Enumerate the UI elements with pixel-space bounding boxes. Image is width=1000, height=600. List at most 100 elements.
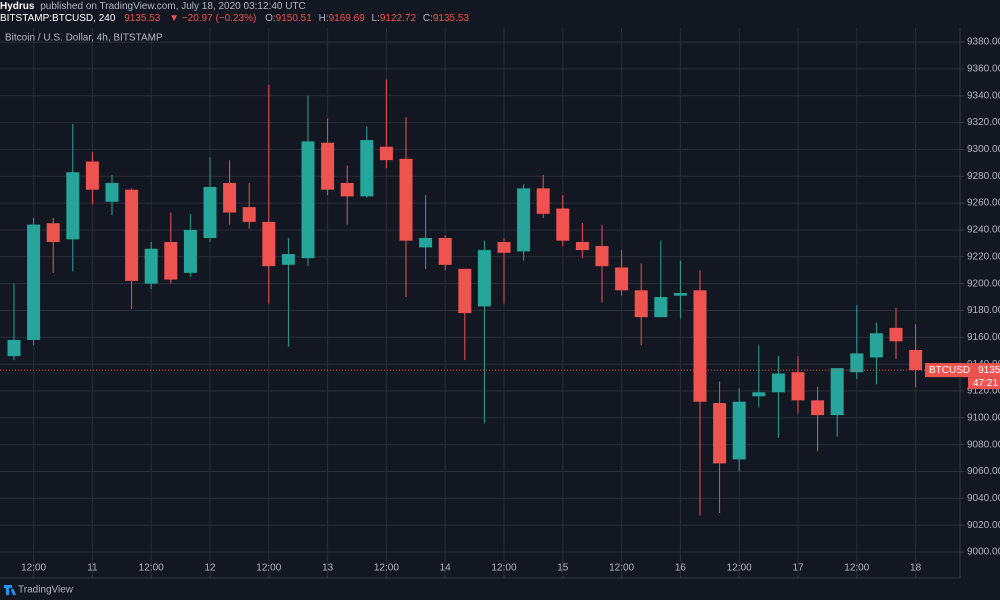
candle-body <box>654 297 668 318</box>
x-tick-label: 14 <box>440 563 452 574</box>
candle-body <box>517 188 531 252</box>
candle-body <box>791 372 805 401</box>
candle-body <box>575 242 589 251</box>
candle-body <box>869 333 883 358</box>
change: ▼ −20.97 (−0.23%) <box>169 13 256 24</box>
countdown-box <box>968 377 1000 390</box>
candle-body <box>438 237 452 265</box>
price-label-value: 9135.53 <box>978 365 1000 376</box>
candle-body <box>164 242 178 280</box>
candle-body <box>301 141 315 259</box>
candle-body <box>673 293 687 296</box>
x-tick-label: 17 <box>792 563 804 574</box>
ohlc-prefix: H: <box>319 13 329 24</box>
x-tick-label: 12:00 <box>727 563 752 574</box>
candle-body <box>713 403 727 464</box>
candle-body <box>556 208 570 241</box>
y-tick-label: 9180.00 <box>967 305 1000 316</box>
x-tick-label: 15 <box>557 563 569 574</box>
candle-body <box>497 242 511 253</box>
x-tick-label: 16 <box>675 563 687 574</box>
symbol-line: BITSTAMP:BTCUSD, 240 9135.53 ▼ −20.97 (−… <box>0 13 469 24</box>
candle-body <box>379 146 393 161</box>
header-line: Hydrus published on TradingView.com, Jul… <box>0 1 306 12</box>
candle-body <box>27 224 41 340</box>
x-tick-label: 12:00 <box>609 563 634 574</box>
y-tick-label: 9060.00 <box>967 466 1000 477</box>
candle-body <box>458 268 472 314</box>
x-tick-label: 18 <box>910 563 922 574</box>
x-tick-label: 12:00 <box>256 563 281 574</box>
y-tick-label: 9000.00 <box>967 547 1000 558</box>
y-tick-label: 9360.00 <box>967 64 1000 75</box>
price-label-name: BTCUSD <box>929 365 970 376</box>
candle-body <box>46 223 60 243</box>
y-tick-label: 9020.00 <box>967 520 1000 531</box>
candle-body <box>634 290 648 318</box>
candle-body <box>771 373 785 393</box>
logo[interactable]: TradingView <box>18 585 74 596</box>
y-tick-label: 9260.00 <box>967 198 1000 209</box>
ohlc-prefix: O: <box>265 13 276 24</box>
price-label: BTCUSD 9135.53 <box>929 365 1000 376</box>
x-tick-label: 12:00 <box>21 563 46 574</box>
candle-body <box>125 189 139 281</box>
published: published on TradingView.com, July 18, 2… <box>40 1 306 12</box>
x-tick-label: 12:00 <box>374 563 399 574</box>
y-tick-label: 9040.00 <box>967 493 1000 504</box>
y-tick-label: 9100.00 <box>967 412 1000 423</box>
y-tick-label: 9340.00 <box>967 90 1000 101</box>
candle-body <box>850 353 864 373</box>
candle-body <box>732 401 746 460</box>
ohlc-value: 9135.53 <box>433 13 470 24</box>
candle-body <box>144 248 158 284</box>
candle-body <box>262 221 276 267</box>
candle-body <box>340 182 354 197</box>
candle-body <box>223 182 237 213</box>
ohlc-value: 9150.51 <box>276 13 313 24</box>
candle-body <box>419 237 433 248</box>
countdown: 47:21 <box>973 378 998 389</box>
candle-body <box>477 250 491 307</box>
symbol: BITSTAMP:BTCUSD, 240 <box>0 13 116 24</box>
candle-body <box>909 350 923 371</box>
candle-body <box>203 187 217 238</box>
y-tick-label: 9200.00 <box>967 278 1000 289</box>
candle-body <box>7 339 21 357</box>
x-tick-label: 12:00 <box>491 563 516 574</box>
logo-icon <box>4 585 16 595</box>
y-tick-label: 9380.00 <box>967 37 1000 48</box>
last-price: 9135.53 <box>124 13 161 24</box>
plot <box>0 79 925 516</box>
x-tick-label: 12:00 <box>844 563 869 574</box>
candle-body <box>242 207 256 222</box>
candle-body <box>615 267 629 291</box>
x-tick-label: 11 <box>87 563 98 574</box>
y-tick-label: 9320.00 <box>967 117 1000 128</box>
x-tick-label: 13 <box>322 563 334 574</box>
candle-body <box>889 327 903 342</box>
x-tick-label: 12 <box>204 563 216 574</box>
candle-body <box>85 161 99 190</box>
price-label-box <box>925 363 1000 378</box>
footer <box>0 580 1000 600</box>
candle-body <box>281 254 295 265</box>
candle-body <box>321 142 335 190</box>
candle-body <box>595 246 609 267</box>
candle-body <box>399 158 413 241</box>
candle-body <box>752 392 766 397</box>
candle-body <box>830 368 844 416</box>
ohlc-value: 9122.72 <box>380 13 417 24</box>
y-tick-label: 9080.00 <box>967 439 1000 450</box>
candle-body <box>360 140 374 197</box>
ohlc-prefix: L: <box>372 13 380 24</box>
y-tick-label: 9300.00 <box>967 144 1000 155</box>
ohlc-value: 9169.69 <box>329 13 366 24</box>
candle-body <box>536 188 550 214</box>
candle-body <box>66 172 80 240</box>
y-tick-label: 9120.00 <box>967 386 1000 397</box>
chart-title: Bitcoin / U.S. Dollar, 4h, BITSTAMP <box>5 33 163 44</box>
x-tick-label: 12:00 <box>139 563 164 574</box>
